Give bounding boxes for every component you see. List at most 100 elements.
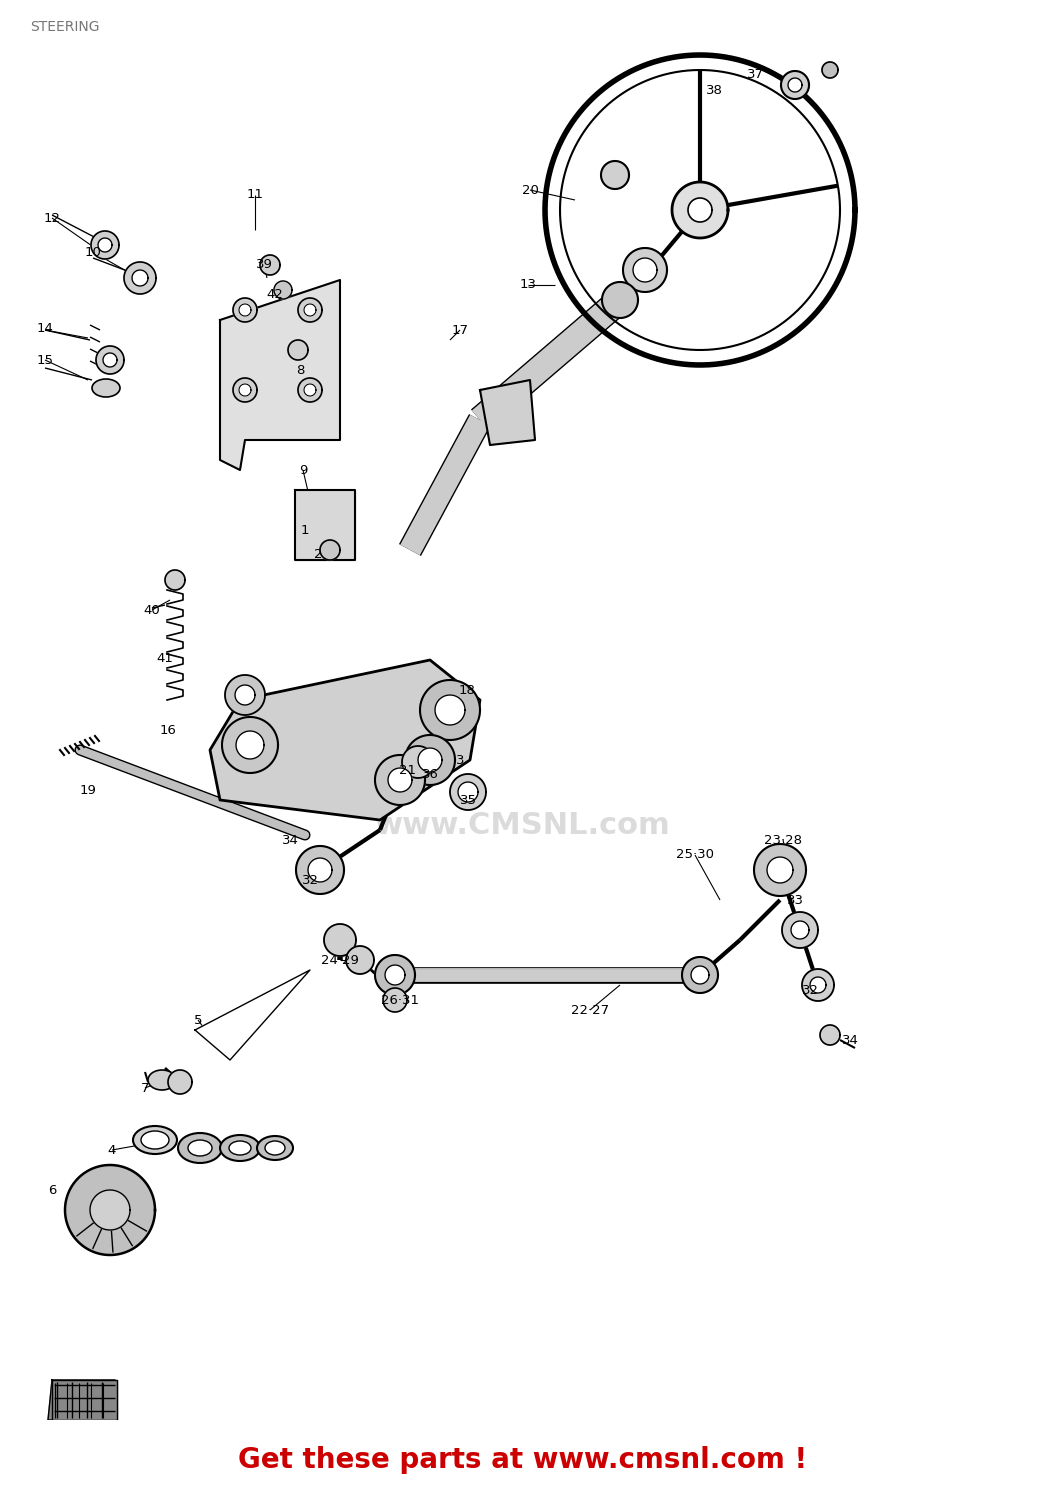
Polygon shape xyxy=(388,768,412,792)
Text: 14: 14 xyxy=(37,321,53,334)
Text: 4: 4 xyxy=(108,1143,116,1156)
Polygon shape xyxy=(239,304,251,316)
Polygon shape xyxy=(260,255,280,274)
Polygon shape xyxy=(320,540,340,560)
Polygon shape xyxy=(274,280,292,298)
Polygon shape xyxy=(767,856,793,883)
Polygon shape xyxy=(132,270,148,286)
Ellipse shape xyxy=(265,1142,285,1155)
Polygon shape xyxy=(688,198,712,222)
Polygon shape xyxy=(782,912,818,948)
Text: www.CMSNL.com: www.CMSNL.com xyxy=(374,810,671,840)
Polygon shape xyxy=(346,946,374,974)
Polygon shape xyxy=(754,844,806,895)
Ellipse shape xyxy=(92,380,120,398)
Polygon shape xyxy=(324,924,356,956)
Polygon shape xyxy=(91,231,119,260)
Polygon shape xyxy=(802,969,834,1000)
Text: 16: 16 xyxy=(160,723,177,736)
Text: 13: 13 xyxy=(519,279,536,291)
Polygon shape xyxy=(791,921,809,939)
Polygon shape xyxy=(233,298,257,322)
Ellipse shape xyxy=(188,1140,212,1156)
Text: 41: 41 xyxy=(157,651,173,664)
Polygon shape xyxy=(288,340,308,360)
Polygon shape xyxy=(65,1166,155,1256)
Polygon shape xyxy=(623,248,667,292)
Text: 6: 6 xyxy=(48,1184,56,1197)
Text: 23·28: 23·28 xyxy=(764,834,802,846)
Polygon shape xyxy=(239,384,251,396)
Polygon shape xyxy=(210,660,480,820)
Polygon shape xyxy=(235,686,255,705)
Polygon shape xyxy=(375,956,415,994)
Polygon shape xyxy=(810,976,826,993)
Ellipse shape xyxy=(148,1070,176,1090)
Ellipse shape xyxy=(229,1142,251,1155)
Text: 24·29: 24·29 xyxy=(321,954,358,966)
Polygon shape xyxy=(602,282,638,318)
Polygon shape xyxy=(304,384,316,396)
Polygon shape xyxy=(781,70,809,99)
Text: 17: 17 xyxy=(451,324,468,336)
Ellipse shape xyxy=(257,1136,293,1160)
Polygon shape xyxy=(304,304,316,316)
Text: 3: 3 xyxy=(456,753,464,766)
Polygon shape xyxy=(672,182,728,238)
Polygon shape xyxy=(98,238,112,252)
Polygon shape xyxy=(296,846,344,894)
Polygon shape xyxy=(788,78,802,92)
FancyBboxPatch shape xyxy=(0,1420,1045,1500)
Polygon shape xyxy=(236,730,264,759)
Polygon shape xyxy=(450,774,486,810)
Ellipse shape xyxy=(178,1132,222,1162)
Polygon shape xyxy=(820,1024,840,1045)
Polygon shape xyxy=(402,746,434,778)
Polygon shape xyxy=(405,735,455,784)
Polygon shape xyxy=(601,160,629,189)
Polygon shape xyxy=(822,62,838,78)
Polygon shape xyxy=(222,717,278,772)
Polygon shape xyxy=(418,748,442,772)
Polygon shape xyxy=(682,957,718,993)
Ellipse shape xyxy=(133,1126,177,1154)
Text: 11: 11 xyxy=(247,189,263,201)
Text: 8: 8 xyxy=(296,363,304,376)
Polygon shape xyxy=(480,380,535,446)
Text: 26·31: 26·31 xyxy=(381,993,419,1006)
Polygon shape xyxy=(90,1190,130,1230)
Ellipse shape xyxy=(220,1136,260,1161)
Text: 7: 7 xyxy=(141,1082,149,1095)
Text: 34: 34 xyxy=(841,1034,858,1047)
Text: 21: 21 xyxy=(399,764,417,777)
Text: 5: 5 xyxy=(193,1014,203,1026)
Text: 2: 2 xyxy=(314,549,322,561)
Text: 10: 10 xyxy=(85,246,101,258)
Text: 9: 9 xyxy=(299,464,307,477)
Polygon shape xyxy=(458,782,478,802)
Polygon shape xyxy=(103,352,117,368)
Polygon shape xyxy=(384,988,407,1012)
Text: 12: 12 xyxy=(44,211,61,225)
Text: 34: 34 xyxy=(281,834,299,846)
Polygon shape xyxy=(96,346,124,374)
Text: 19: 19 xyxy=(79,783,96,796)
Polygon shape xyxy=(295,490,355,560)
Text: 37: 37 xyxy=(746,69,764,81)
Polygon shape xyxy=(220,280,340,470)
Text: 32: 32 xyxy=(302,873,319,886)
Text: 40: 40 xyxy=(143,603,160,616)
Text: 33: 33 xyxy=(787,894,804,906)
Text: 42: 42 xyxy=(266,288,283,302)
Text: 38: 38 xyxy=(705,84,722,96)
Polygon shape xyxy=(375,754,425,806)
Polygon shape xyxy=(233,378,257,402)
Text: 39: 39 xyxy=(256,258,273,272)
Polygon shape xyxy=(633,258,657,282)
Text: 25·30: 25·30 xyxy=(676,849,714,861)
Polygon shape xyxy=(124,262,156,294)
Polygon shape xyxy=(298,378,322,402)
Polygon shape xyxy=(435,694,465,724)
Text: 15: 15 xyxy=(37,354,53,366)
Text: 22·27: 22·27 xyxy=(571,1004,609,1017)
